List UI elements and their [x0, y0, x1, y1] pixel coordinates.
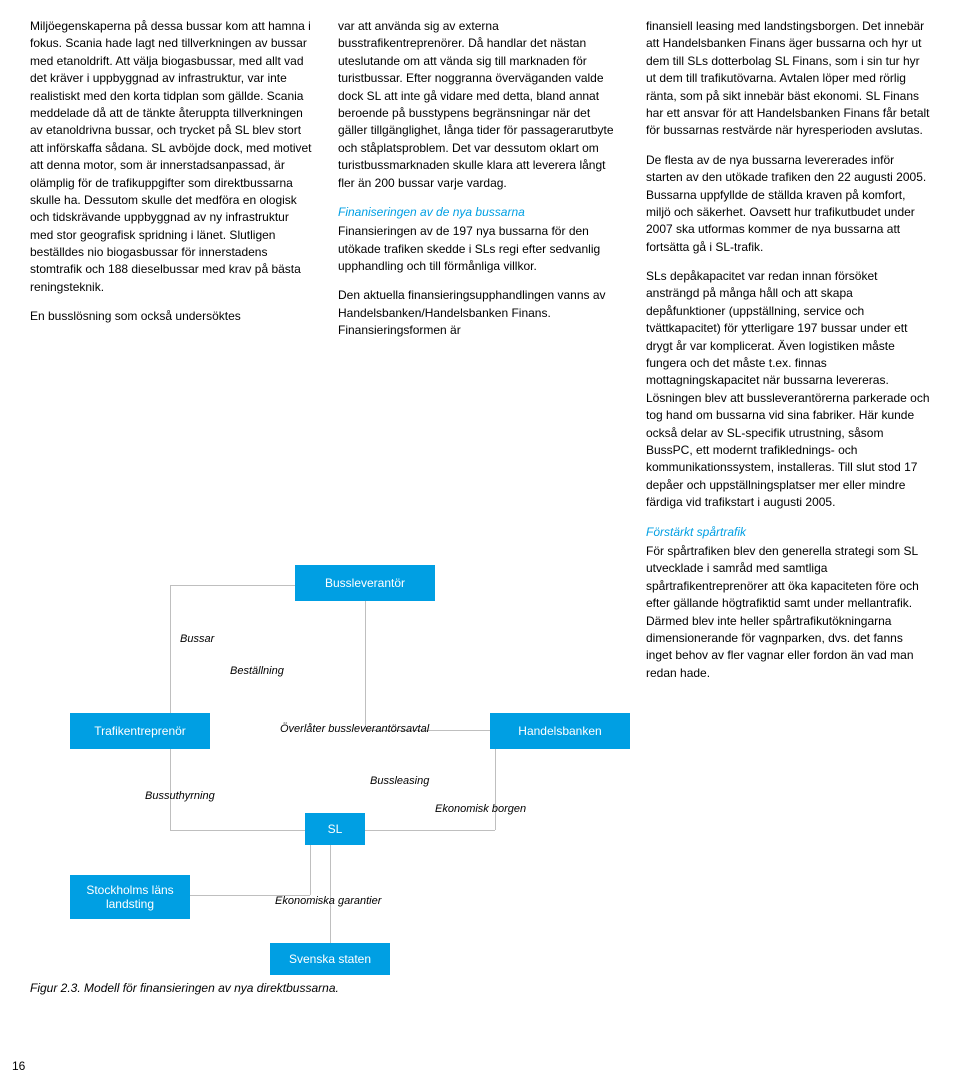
- paragraph: var att använda sig av externa busstrafi…: [338, 18, 622, 192]
- paragraph: Den aktuella finansieringsupphandlingen …: [338, 287, 622, 339]
- edge-label-bussleasing: Bussleasing: [370, 775, 429, 787]
- connector: [170, 585, 171, 715]
- connector: [170, 745, 171, 830]
- flow-diagram: Bussleverantör Trafikentreprenör Handels…: [30, 545, 630, 975]
- connector: [495, 745, 496, 830]
- node-trafikentreprenor: Trafikentreprenör: [70, 713, 210, 749]
- node-handelsbanken: Handelsbanken: [490, 713, 630, 749]
- connector: [350, 830, 495, 831]
- paragraph: För spårtrafiken blev den generella stra…: [646, 543, 930, 682]
- paragraph: De flesta av de nya bussarna levererades…: [646, 152, 930, 256]
- edge-label-overlater: Överlåter bussleverantörsavtal: [280, 723, 429, 735]
- page-number: 16: [12, 1059, 25, 1073]
- edge-label-ekonomisk-borgen: Ekonomisk borgen: [435, 803, 526, 815]
- node-stockholm: Stockholms läns landsting: [70, 875, 190, 919]
- section-heading: Finaniseringen av de nya bussarna: [338, 204, 622, 221]
- paragraph: finansiell leasing med landstingsborgen.…: [646, 18, 930, 140]
- node-bussleverantor: Bussleverantör: [295, 565, 435, 601]
- edge-label-ekonomiska-garantier: Ekonomiska garantier: [275, 895, 381, 907]
- node-sl: SL: [305, 813, 365, 845]
- connector: [170, 585, 300, 586]
- edge-label-bussuthyrning: Bussuthyrning: [145, 790, 215, 802]
- connector: [365, 600, 366, 730]
- paragraph: SLs depåkapacitet var redan innan försök…: [646, 268, 930, 511]
- column-3: finansiell leasing med landstingsborgen.…: [646, 18, 930, 694]
- section-heading: Förstärkt spårtrafik: [646, 524, 930, 541]
- paragraph: En busslösning som också undersöktes: [30, 308, 314, 325]
- paragraph: Finansieringen av de 197 nya bussarna fö…: [338, 223, 622, 275]
- page: Miljöegenskaperna på dessa bussar kom at…: [0, 0, 960, 1083]
- node-svenska-staten: Svenska staten: [270, 943, 390, 975]
- diagram-container: Bussleverantör Trafikentreprenör Handels…: [30, 545, 630, 1065]
- edge-label-bestallning: Beställning: [230, 665, 284, 677]
- figure-caption: Figur 2.3. Modell för finansieringen av …: [30, 981, 630, 995]
- edge-label-bussar: Bussar: [180, 633, 214, 645]
- connector: [310, 845, 311, 895]
- connector: [170, 830, 310, 831]
- paragraph: Miljöegenskaperna på dessa bussar kom at…: [30, 18, 314, 296]
